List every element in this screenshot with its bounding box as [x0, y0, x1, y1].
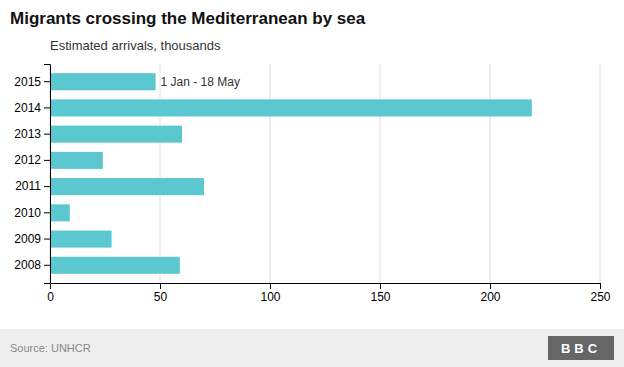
- grid-line: [600, 64, 601, 283]
- grid: [50, 64, 600, 283]
- tick: 50: [154, 283, 168, 304]
- tick-label: 100: [260, 290, 280, 304]
- tick-label: 2011: [15, 179, 41, 193]
- tick-mark: [490, 283, 491, 289]
- annotation: 1 Jan - 18 May: [161, 75, 240, 89]
- grid-line: [380, 64, 381, 283]
- chart: Migrants crossing the Mediterranean by s…: [0, 0, 624, 367]
- tick: 250: [590, 283, 610, 304]
- background: [0, 0, 624, 367]
- tick: 2015: [14, 75, 50, 89]
- tick-mark: [44, 107, 50, 108]
- tick: 2010: [14, 206, 50, 220]
- tick-mark: [380, 283, 381, 289]
- tick-label: 2008: [14, 258, 41, 272]
- tick: 2014: [14, 101, 50, 115]
- grid-line: [490, 64, 491, 283]
- tick: 2009: [14, 232, 50, 246]
- axis-line: [51, 284, 601, 290]
- y-axis: 2008 2009 2010 2011 2012 2013 2014 2015: [14, 65, 50, 284]
- tick: 2012: [14, 153, 50, 167]
- bars: [50, 73, 532, 274]
- tick-label: 2010: [14, 206, 41, 220]
- tick-mark: [44, 160, 50, 161]
- tick-label: 2014: [14, 101, 41, 115]
- tick-mark: [270, 283, 271, 289]
- tick-label: 2012: [14, 153, 41, 167]
- grid-line: [270, 64, 271, 283]
- bar: [50, 73, 156, 90]
- grid-line: [160, 64, 161, 283]
- tick-label: 50: [154, 290, 168, 304]
- tick-mark: [44, 265, 50, 266]
- tick-mark: [44, 239, 50, 240]
- tick-label: 250: [590, 290, 610, 304]
- tick: 200: [480, 283, 500, 304]
- tick: 100: [260, 283, 280, 304]
- tick-mark: [160, 283, 161, 289]
- x-axis: 0 50 100 150 200 250: [47, 283, 611, 304]
- tick-mark: [44, 81, 50, 82]
- tick: 0: [47, 283, 54, 304]
- tick-mark: [44, 212, 50, 213]
- plot: 0501001502002502008200920102011201220132…: [14, 64, 611, 304]
- tick-label: 200: [480, 290, 500, 304]
- tick-mark: [44, 186, 50, 187]
- bar: [50, 178, 204, 195]
- bar: [50, 99, 532, 116]
- tick-label: 0: [47, 290, 54, 304]
- tick: 2008: [14, 258, 50, 272]
- tick-label: 2009: [14, 232, 41, 246]
- tick-mark: [600, 283, 601, 289]
- logo: BBC: [561, 341, 601, 356]
- source: Source: UNHCR: [10, 342, 91, 354]
- tick-label: 150: [370, 290, 390, 304]
- subtitle: Estimated arrivals, thousands: [50, 38, 221, 53]
- tick: 150: [370, 283, 390, 304]
- tick-label: 2013: [14, 127, 41, 141]
- tick-label: 2015: [14, 75, 41, 89]
- bar: [50, 126, 182, 143]
- bar: [50, 257, 180, 274]
- footer: [0, 329, 624, 367]
- bar: [50, 231, 112, 248]
- axis-line: [44, 65, 51, 284]
- logo-box: [548, 336, 614, 360]
- tick: 2011: [15, 179, 50, 193]
- title: Migrants crossing the Mediterranean by s…: [10, 9, 366, 28]
- tick-mark: [44, 134, 50, 135]
- bar: [50, 204, 70, 221]
- bar: [50, 152, 103, 169]
- tick: 2013: [14, 127, 50, 141]
